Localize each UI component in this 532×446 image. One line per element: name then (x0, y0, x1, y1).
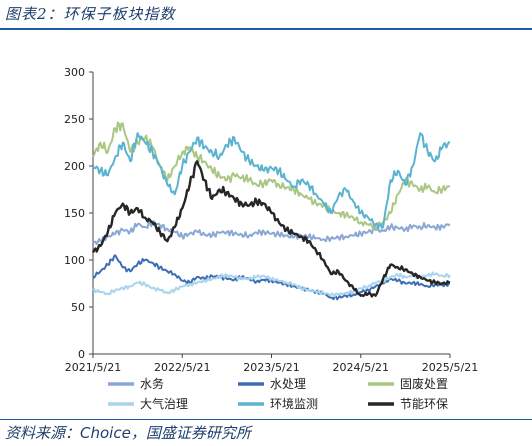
line-chart: 0 50 100 150 200 250 300 2021/5/21 2022/5/21 2023… (64, 66, 478, 411)
legend-label: 水处理 (270, 377, 306, 391)
series-line (91, 160, 451, 298)
x-tick-label: 2021/5/21 (65, 361, 121, 374)
y-tick-label: 100 (64, 254, 85, 267)
y-tick-label: 200 (64, 160, 85, 173)
axes: 0 50 100 150 200 250 300 2021/5/21 2022/5/21 2023… (64, 66, 478, 374)
x-tick-label: 2024/5/21 (333, 361, 389, 374)
legend-label: 水务 (140, 376, 164, 391)
x-tick-label: 2022/5/21 (154, 361, 210, 374)
series-line (92, 220, 451, 245)
source-name: Choice (80, 424, 131, 442)
series-line (92, 254, 451, 301)
x-tick-label: 2023/5/21 (243, 361, 299, 374)
y-tick-label: 250 (64, 113, 85, 126)
y-tick-label: 150 (64, 207, 85, 220)
legend-label: 节能环保 (400, 397, 448, 411)
legend-label: 固废处置 (400, 376, 448, 391)
title-rule (0, 28, 532, 30)
x-tick-label: 2025/5/21 (422, 361, 478, 374)
series-line (92, 132, 451, 230)
source-prefix: 资料来源： (5, 424, 81, 442)
y-tick-label: 50 (71, 301, 85, 314)
legend-label: 环境监测 (270, 396, 318, 411)
series-line (92, 271, 451, 298)
y-tick-label: 300 (64, 66, 85, 79)
source-rule (0, 419, 532, 420)
source-suffix: ，国盛证券研究所 (130, 424, 251, 442)
legend-label: 大气治理 (140, 396, 188, 411)
series-layer (91, 121, 451, 301)
source-note: 资料来源：Choice，国盛证券研究所 (5, 422, 251, 443)
figure-title: 图表2：环保子板块指数 (5, 5, 176, 23)
y-tick-label: 0 (78, 348, 85, 361)
